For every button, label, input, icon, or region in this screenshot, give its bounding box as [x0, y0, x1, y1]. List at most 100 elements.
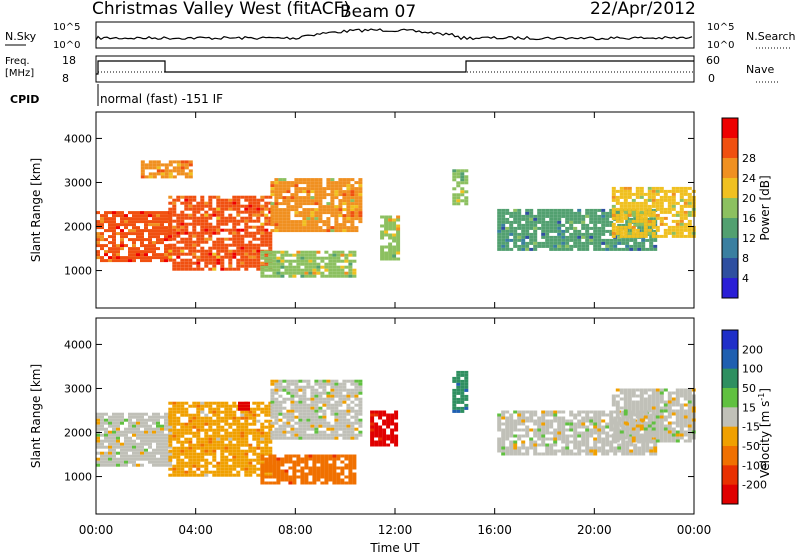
power-cell	[144, 166, 149, 170]
power-cell	[290, 196, 295, 200]
power-cell	[204, 255, 209, 259]
power-cell	[120, 259, 124, 263]
power-cell	[104, 238, 108, 242]
power-cell	[168, 231, 173, 235]
velocity-cell	[533, 431, 538, 435]
power-cell	[240, 258, 245, 262]
velocity-cell	[322, 388, 327, 392]
velocity-cell	[336, 481, 341, 485]
power-cell	[687, 234, 692, 238]
power-cell	[298, 202, 303, 206]
velocity-cell	[306, 412, 311, 416]
power-cell	[314, 223, 319, 227]
power-cell	[561, 214, 566, 218]
power-cell	[104, 250, 108, 254]
velocity-cell	[553, 440, 558, 444]
power-cell	[196, 249, 201, 253]
velocity-cell	[533, 446, 538, 450]
velocity-cell	[675, 394, 680, 398]
power-cell	[635, 234, 640, 238]
power-cell	[144, 253, 148, 257]
velocity-cell	[390, 440, 395, 444]
velocity-cell	[378, 437, 383, 441]
velocity-cell	[619, 412, 624, 416]
velocity-cell	[509, 446, 514, 450]
power-cell	[529, 247, 534, 251]
power-cell	[663, 192, 668, 196]
power-cell	[274, 187, 279, 191]
power-cell	[108, 235, 112, 239]
velocity-cell	[344, 457, 349, 461]
velocity-cell	[460, 394, 465, 398]
velocity-cell	[561, 437, 566, 441]
power-cell	[278, 223, 283, 227]
power-cell	[264, 213, 269, 217]
velocity-cell	[324, 481, 329, 485]
power-cell	[100, 256, 104, 260]
velocity-cell	[188, 419, 193, 423]
velocity-cell	[96, 427, 100, 431]
power-cell	[302, 223, 307, 227]
power-cell	[631, 225, 636, 229]
power-cell	[324, 268, 329, 272]
velocity-cell	[264, 440, 269, 444]
velocity-cell	[639, 427, 644, 431]
power-cell	[148, 244, 152, 248]
power-cell	[160, 169, 165, 173]
power-cell	[176, 213, 181, 217]
velocity-cell	[529, 413, 534, 417]
power-cell	[647, 198, 652, 202]
power-cell	[653, 247, 658, 251]
power-cell	[300, 274, 305, 278]
velocity-cell	[232, 416, 237, 420]
velocity-cell	[152, 451, 156, 455]
power-cell	[352, 250, 357, 254]
velocity-cell	[667, 430, 672, 434]
power-cell	[306, 223, 311, 227]
power-cell	[627, 192, 632, 196]
velocity-cell	[124, 436, 128, 440]
power-cell	[196, 207, 201, 211]
power-cell	[306, 226, 311, 230]
power-cell	[565, 211, 570, 215]
power-cell	[615, 195, 620, 199]
power-cell	[517, 214, 522, 218]
power-cell	[675, 234, 680, 238]
velocity-cell	[517, 446, 522, 450]
velocity-cell	[284, 475, 289, 479]
velocity-cell	[288, 466, 293, 470]
power-cell	[274, 229, 279, 233]
velocity-cell	[354, 409, 359, 413]
velocity-cell	[647, 397, 652, 401]
power-cell	[268, 201, 273, 205]
power-cell	[338, 214, 343, 218]
power-cell	[148, 256, 152, 260]
velocity-cell	[541, 440, 546, 444]
power-cell	[282, 187, 287, 191]
velocity-cell	[326, 382, 331, 386]
power-cell	[140, 211, 144, 215]
power-cell	[637, 241, 642, 245]
velocity-cell	[671, 397, 676, 401]
power-cell	[573, 238, 578, 242]
velocity-cell	[176, 461, 181, 465]
power-cell	[314, 199, 319, 203]
power-cell	[180, 216, 185, 220]
power-cell	[156, 229, 160, 233]
power-cell	[561, 232, 566, 236]
power-cell	[294, 202, 299, 206]
velocity-cell	[256, 455, 261, 459]
velocity-cell	[553, 434, 558, 438]
velocity-cell	[615, 406, 620, 410]
power-cell	[671, 225, 676, 229]
velocity-cell	[192, 431, 197, 435]
power-cell	[180, 240, 185, 244]
power-cell	[334, 214, 339, 218]
power-cell	[220, 246, 225, 250]
velocity-cell	[322, 403, 327, 407]
velocity-cell	[172, 416, 177, 420]
velocity-cell	[605, 413, 610, 417]
velocity-cell	[164, 451, 168, 455]
velocity-cell	[623, 397, 628, 401]
power-cell	[513, 238, 518, 242]
